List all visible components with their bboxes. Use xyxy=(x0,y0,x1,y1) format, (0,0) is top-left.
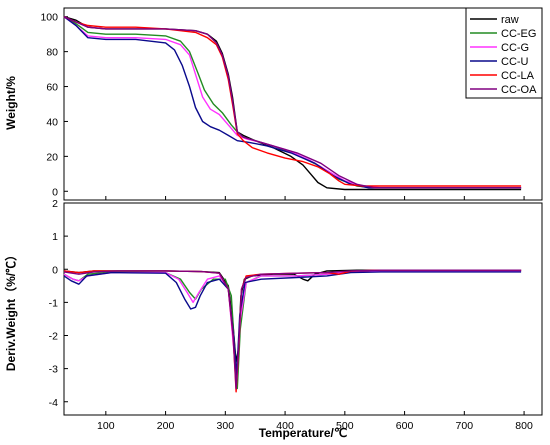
bottom-y-tick-label: -1 xyxy=(49,297,58,309)
bottom-series-line-cc-u xyxy=(63,271,522,376)
top-series-line-cc-la xyxy=(63,16,522,187)
top-y-tick-label: 0 xyxy=(52,186,58,198)
x-tick-label: 800 xyxy=(515,420,533,432)
top-y-tick-label: 60 xyxy=(46,82,58,94)
legend-label-cc-la: CC-LA xyxy=(501,70,535,82)
x-tick-label: 700 xyxy=(456,420,474,432)
bottom-plot-frame xyxy=(63,202,543,416)
top-y-tick-label: 20 xyxy=(46,151,58,163)
x-tick-label: 400 xyxy=(276,420,294,432)
bottom-series-line-cc-eg xyxy=(63,270,522,390)
top-y-axis-title: Weight/% xyxy=(4,76,18,130)
x-tick-label: 200 xyxy=(157,420,175,432)
legend-label-raw: raw xyxy=(501,14,519,26)
legend: raw CC-EG CC-G CC-U CC-LA CC-OA xyxy=(465,7,543,99)
top-series-line-cc-u xyxy=(63,16,522,189)
top-y-tick-label: 40 xyxy=(46,116,58,128)
top-series-line-cc-g xyxy=(63,16,522,189)
bottom-series-line-cc-g xyxy=(63,270,522,383)
top-axis-ticks: 0 20 40 60 80 100 xyxy=(40,12,525,200)
legend-label-cc-g: CC-G xyxy=(501,42,529,54)
bottom-y-tick-label: 2 xyxy=(52,198,58,210)
bottom-series-lines xyxy=(63,269,522,393)
bottom-series-line-cc-oa xyxy=(63,269,522,390)
x-tick-label: 300 xyxy=(217,420,235,432)
top-series-line-raw xyxy=(63,16,522,191)
legend-label-cc-oa: CC-OA xyxy=(501,84,537,96)
bottom-y-tick-label: 1 xyxy=(52,231,58,243)
top-y-tick-label: 100 xyxy=(40,12,58,24)
legend-label-cc-u: CC-U xyxy=(501,56,529,68)
bottom-axis-ticks: 2 1 0 -1 -2 -3 -4 100 200 300 400 500 600 700 800 xyxy=(49,198,533,432)
legend-items: raw CC-EG CC-G CC-U CC-LA CC-OA xyxy=(470,14,537,96)
bottom-y-axis-title: Deriv.Weight（%/℃） xyxy=(3,249,18,371)
x-tick-label: 500 xyxy=(336,420,354,432)
bottom-series-line-raw xyxy=(63,269,522,363)
legend-label-cc-eg: CC-EG xyxy=(501,28,536,40)
bottom-y-tick-label: -4 xyxy=(49,397,58,409)
top-y-tick-label: 80 xyxy=(46,47,58,59)
bottom-y-tick-label: -3 xyxy=(49,364,58,376)
x-tick-label: 600 xyxy=(396,420,414,432)
top-series-line-cc-eg xyxy=(63,16,522,189)
top-series-lines xyxy=(63,16,522,191)
bottom-y-tick-label: 0 xyxy=(52,264,58,276)
top-panel: 0 20 40 60 80 100 Weight/% xyxy=(4,7,543,201)
top-series-line-cc-oa xyxy=(63,16,522,189)
bottom-y-tick-label: -2 xyxy=(49,331,58,343)
x-tick-label: 100 xyxy=(97,420,115,432)
top-plot-frame xyxy=(63,7,543,201)
x-axis-title: Temperature/℃ xyxy=(259,426,348,440)
bottom-panel: 2 1 0 -1 -2 -3 -4 100 200 300 400 500 600 700 800 Deri… xyxy=(3,198,543,440)
legend-box xyxy=(465,7,543,99)
bottom-series-line-cc-la xyxy=(63,269,522,393)
